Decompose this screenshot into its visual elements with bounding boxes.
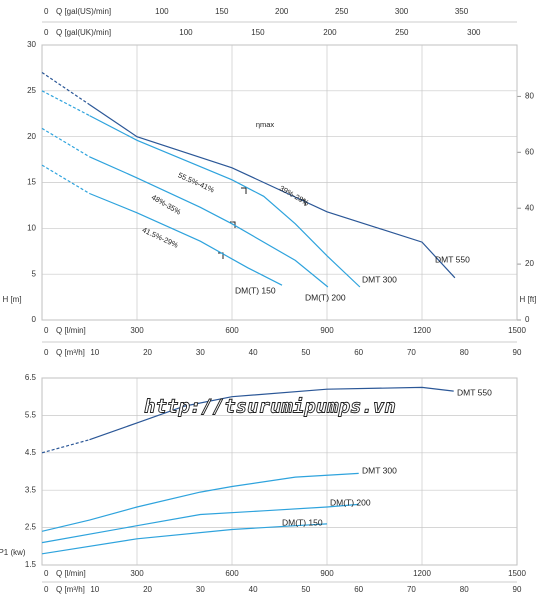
y-tick-label: 15 <box>27 178 36 187</box>
curve-label: DM(T) 150 <box>282 517 323 527</box>
x-tick-label: 1500 <box>508 326 526 335</box>
x-tick-label: 900 <box>320 569 334 578</box>
x-tick-label: 100 <box>155 7 169 16</box>
y2-tick-label: 80 <box>525 92 534 101</box>
x-tick-label: 10 <box>90 348 99 357</box>
x-axis-title: Q [m³/h] <box>56 348 85 357</box>
series-line <box>41 439 90 454</box>
x-tick-label: 600 <box>225 326 239 335</box>
x-axis-title: Q [l/min] <box>56 569 86 578</box>
series-line <box>41 472 359 532</box>
y2-tick-label: 20 <box>525 259 534 268</box>
x-tick-label: 90 <box>513 585 522 594</box>
watermark: http://tsurumipumps.vn <box>144 396 396 418</box>
curve-label: DMT 300 <box>362 465 397 475</box>
x-tick-label: 150 <box>215 7 229 16</box>
x-tick-label: 80 <box>460 585 469 594</box>
x-tick-label: 90 <box>513 348 522 357</box>
y-tick-label: 5.5 <box>25 411 37 420</box>
y-tick-label: 4.5 <box>25 448 37 457</box>
y2-tick-label: 60 <box>525 147 534 156</box>
x-tick-label: 40 <box>249 585 258 594</box>
x-tick-label: 60 <box>354 348 363 357</box>
x-tick-label: 300 <box>130 326 144 335</box>
series-line <box>41 90 90 117</box>
y-tick-label: 0 <box>32 315 37 324</box>
x-tick-label: 70 <box>407 585 416 594</box>
series-line <box>89 192 283 286</box>
series-line <box>41 503 359 544</box>
annotation: ηmax <box>256 120 275 129</box>
x-tick-label: 30 <box>196 585 205 594</box>
y-tick-label: 20 <box>27 132 36 141</box>
x-tick-label: 20 <box>143 585 152 594</box>
y2-tick-label: 40 <box>525 203 534 212</box>
y-tick-label: 6.5 <box>25 373 37 382</box>
x-tick-label: 0 <box>44 326 49 335</box>
y-tick-label: 25 <box>27 86 36 95</box>
y-axis-title: P1 (kw) <box>0 548 26 557</box>
y2-axis-title: H [ft] <box>520 295 537 304</box>
x-tick-label: 0 <box>44 28 49 37</box>
curve-label: DMT 300 <box>362 274 397 284</box>
curve-label: DM(T) 150 <box>235 285 276 295</box>
series-line <box>89 386 454 441</box>
x-tick-label: 10 <box>90 585 99 594</box>
x-tick-label: 300 <box>467 28 481 37</box>
x-tick-label: 600 <box>225 569 239 578</box>
x-tick-label: 0 <box>44 348 49 357</box>
x-axis-title: Q [gal(US)/min] <box>56 7 111 16</box>
x-tick-label: 100 <box>179 28 193 37</box>
x-tick-label: 20 <box>143 348 152 357</box>
x-tick-label: 300 <box>130 569 144 578</box>
x-tick-label: 30 <box>196 348 205 357</box>
x-tick-label: 250 <box>335 7 349 16</box>
annotation: 48%-35% <box>150 193 183 217</box>
x-tick-label: 70 <box>407 348 416 357</box>
x-tick-label: 0 <box>44 569 49 578</box>
y-tick-label: 30 <box>27 40 36 49</box>
x-axis-title: Q [m³/h] <box>56 585 85 594</box>
curve-label: DMT 550 <box>457 387 492 397</box>
annotation: 39%-28% <box>278 184 311 208</box>
y-tick-label: 10 <box>27 223 36 232</box>
x-tick-label: 60 <box>354 585 363 594</box>
x-tick-label: 300 <box>395 7 409 16</box>
x-axis-title: Q [l/min] <box>56 326 86 335</box>
y-tick-label: 5 <box>32 269 37 278</box>
y-tick-label: 3.5 <box>25 485 37 494</box>
x-tick-label: 250 <box>395 28 409 37</box>
curve-label: DM(T) 200 <box>330 497 371 507</box>
x-tick-label: 1500 <box>508 569 526 578</box>
x-tick-label: 1200 <box>413 326 431 335</box>
x-axis-title: Q [gal(UK)/min] <box>56 28 111 37</box>
y2-tick-label: 0 <box>525 315 530 324</box>
series-line <box>41 164 90 195</box>
curve-label: DMT 550 <box>435 254 470 264</box>
efficiency-marker <box>218 187 306 259</box>
series-line <box>41 127 90 158</box>
series-line <box>89 156 329 288</box>
x-tick-label: 150 <box>251 28 265 37</box>
series-line <box>89 115 361 288</box>
x-tick-label: 200 <box>275 7 289 16</box>
series-line <box>41 72 90 106</box>
y-tick-label: 2.5 <box>25 523 37 532</box>
series-line <box>89 104 456 279</box>
x-tick-label: 1200 <box>413 569 431 578</box>
x-tick-label: 80 <box>460 348 469 357</box>
curve-label: DM(T) 200 <box>305 292 346 302</box>
x-tick-label: 0 <box>44 585 49 594</box>
x-tick-label: 50 <box>301 585 310 594</box>
series-line <box>41 523 328 555</box>
x-tick-label: 0 <box>44 7 49 16</box>
y-axis-title: H [m] <box>2 295 21 304</box>
x-tick-label: 40 <box>249 348 258 357</box>
x-tick-label: 900 <box>320 326 334 335</box>
x-tick-label: 350 <box>455 7 469 16</box>
x-tick-label: 200 <box>323 28 337 37</box>
y-tick-label: 1.5 <box>25 560 37 569</box>
x-tick-label: 50 <box>301 348 310 357</box>
